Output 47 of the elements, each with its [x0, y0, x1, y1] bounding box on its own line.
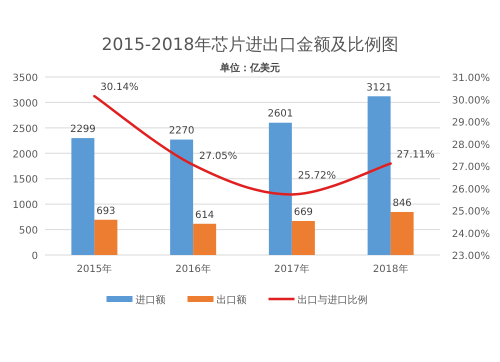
bar [390, 212, 414, 255]
data-label: 846 [392, 198, 412, 209]
chart-subtitle: 单位：亿美元 [219, 62, 280, 74]
bar [368, 96, 391, 255]
chart-title: 2015-2018年芯片进出口金额及比例图 [102, 35, 398, 55]
y-tick-label: 0 [32, 251, 38, 262]
y2-tick-label: 25.00% [452, 206, 490, 218]
data-label: 27.05% [199, 150, 238, 162]
data-label: 3121 [366, 82, 392, 94]
data-label: 27.11% [396, 150, 435, 161]
y-tick-label: 1000 [12, 200, 38, 212]
y2-tick-label: 28.00% [452, 140, 490, 151]
data-label: 614 [195, 210, 214, 221]
legend-label: 出口与进口比例 [298, 294, 368, 306]
x-tick-label: 2018年 [372, 263, 408, 275]
x-tick-label: 2016年 [175, 263, 211, 275]
data-label: 30.14% [100, 82, 139, 94]
data-label: 669 [294, 206, 313, 218]
bar [292, 220, 315, 255]
y-tick-label: 2500 [12, 124, 38, 135]
bar [170, 140, 194, 255]
x-tick-label: 2015年 [76, 263, 112, 275]
y2-tick-label: 26.00% [452, 184, 490, 196]
legend-label: 出口额 [216, 294, 246, 306]
bar [94, 220, 118, 255]
bar [268, 122, 292, 255]
y2-tick-label: 29.00% [452, 118, 490, 128]
y2-tick-label: 30.00% [452, 95, 490, 106]
bar [71, 138, 94, 255]
bar [193, 224, 216, 255]
y-tick-label: 2000 [12, 149, 38, 160]
y2-tick-label: 24.00% [452, 228, 490, 240]
data-label: 693 [96, 206, 116, 217]
line-series [93, 94, 392, 196]
data-label: 25.72% [298, 170, 336, 182]
legend-label: 进口额 [136, 294, 166, 306]
y2-tick-label: 27.00% [452, 162, 490, 173]
y-tick-label: 1500 [12, 174, 38, 186]
y-tick-label: 3000 [12, 98, 38, 110]
data-label: 2601 [268, 108, 294, 120]
y-tick-label: 3500 [12, 73, 38, 84]
data-label: 2270 [168, 126, 194, 137]
data-label: 2299 [70, 124, 96, 136]
x-tick-label: 2017年 [274, 263, 310, 275]
y-tick-label: 500 [18, 226, 38, 237]
y2-tick-label: 23.00% [452, 251, 490, 262]
y2-tick-label: 31.00% [452, 73, 490, 84]
